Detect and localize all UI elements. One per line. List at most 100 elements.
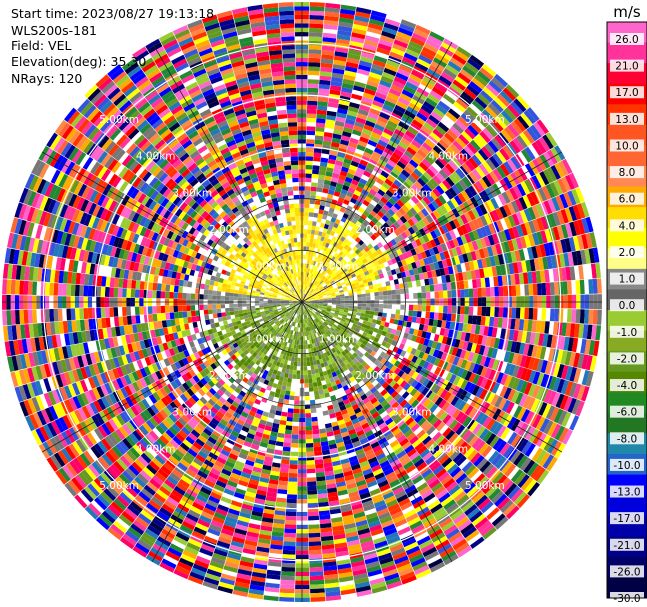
velocity-gate xyxy=(559,395,569,410)
velocity-gate xyxy=(357,68,370,76)
velocity-gate xyxy=(403,332,409,339)
velocity-gate xyxy=(452,79,466,91)
velocity-gate xyxy=(489,155,500,169)
velocity-gate xyxy=(306,361,311,367)
velocity-gate xyxy=(458,322,464,332)
velocity-gate xyxy=(429,178,439,188)
velocity-gate xyxy=(422,272,429,280)
velocity-gate xyxy=(313,152,322,158)
velocity-gate xyxy=(308,293,312,297)
velocity-gate xyxy=(310,269,314,274)
velocity-gate xyxy=(321,149,330,155)
velocity-gate xyxy=(427,35,443,46)
velocity-gate xyxy=(356,113,368,121)
velocity-gate xyxy=(358,64,371,72)
velocity-gate xyxy=(523,235,532,248)
velocity-gate xyxy=(303,254,306,260)
velocity-gate xyxy=(510,318,516,330)
velocity-gate xyxy=(507,202,516,215)
velocity-gate xyxy=(350,197,357,204)
velocity-gate xyxy=(453,101,466,113)
velocity-gate xyxy=(384,178,394,187)
velocity-gate xyxy=(336,34,351,41)
velocity-gate xyxy=(425,193,435,203)
velocity-gate xyxy=(554,281,559,295)
velocity-gate xyxy=(319,273,323,279)
velocity-gate xyxy=(324,279,330,284)
velocity-gate xyxy=(429,239,437,248)
velocity-gate xyxy=(319,75,332,81)
velocity-gate xyxy=(308,251,312,256)
velocity-gate xyxy=(523,319,529,332)
velocity-gate xyxy=(404,270,411,277)
velocity-gate xyxy=(449,126,461,137)
velocity-gate xyxy=(320,259,325,265)
velocity-gate xyxy=(382,286,387,292)
velocity-gate xyxy=(445,176,455,187)
velocity-gate xyxy=(405,178,414,187)
velocity-gate xyxy=(483,213,492,225)
velocity-gate xyxy=(536,119,549,134)
velocity-gate xyxy=(467,58,482,71)
velocity-gate xyxy=(382,222,390,230)
velocity-gate xyxy=(515,237,523,250)
velocity-gate xyxy=(315,372,320,378)
velocity-gate xyxy=(349,102,360,109)
velocity-gate xyxy=(582,324,589,339)
velocity-gate xyxy=(376,47,391,56)
velocity-gate xyxy=(326,115,336,121)
velocity-gate xyxy=(528,307,534,320)
velocity-gate xyxy=(304,285,306,290)
velocity-gate xyxy=(525,259,532,272)
velocity-gate xyxy=(407,77,421,88)
velocity-gate xyxy=(308,272,311,278)
velocity-gate xyxy=(386,270,393,277)
velocity-gate xyxy=(347,268,354,273)
velocity-gate xyxy=(305,296,309,300)
velocity-gate xyxy=(355,117,366,125)
velocity-gate xyxy=(565,322,572,337)
velocity-gate xyxy=(318,305,324,307)
velocity-gate xyxy=(424,346,432,355)
velocity-gate xyxy=(343,309,349,313)
velocity-gate xyxy=(282,381,288,387)
velocity-gate xyxy=(340,236,346,242)
velocity-gate xyxy=(321,309,327,312)
velocity-gate xyxy=(314,305,319,307)
velocity-gate xyxy=(367,27,382,35)
velocity-gate xyxy=(327,269,332,274)
velocity-gate xyxy=(337,239,344,246)
velocity-gate xyxy=(361,52,375,60)
velocity-gate xyxy=(466,106,479,119)
velocity-gate xyxy=(397,27,413,37)
velocity-gate xyxy=(358,269,364,275)
velocity-gate xyxy=(339,270,345,276)
velocity-gate xyxy=(339,292,345,295)
velocity-gate xyxy=(292,374,297,379)
velocity-gate xyxy=(482,86,497,100)
velocity-gate xyxy=(355,285,361,289)
velocity-gate xyxy=(399,184,408,193)
velocity-gate xyxy=(305,250,309,256)
velocity-gate xyxy=(542,333,549,347)
velocity-gate xyxy=(360,312,366,317)
velocity-gate xyxy=(423,338,430,347)
velocity-gate xyxy=(314,299,320,301)
velocity-gate xyxy=(432,277,438,285)
velocity-gate xyxy=(351,179,359,186)
velocity-gate xyxy=(323,285,328,289)
velocity-gate xyxy=(425,305,431,312)
velocity-gate xyxy=(362,92,375,100)
velocity-gate xyxy=(323,237,329,243)
velocity-gate xyxy=(481,306,487,317)
velocity-gate xyxy=(369,311,375,316)
velocity-gate xyxy=(419,199,428,208)
velocity-gate xyxy=(318,258,323,264)
velocity-gate xyxy=(519,307,525,319)
velocity-gate xyxy=(307,233,311,239)
velocity-gate xyxy=(511,285,517,297)
velocity-gate xyxy=(535,320,542,333)
velocity-gate xyxy=(390,328,397,335)
velocity-gate xyxy=(411,119,423,129)
velocity-gate xyxy=(441,224,449,234)
